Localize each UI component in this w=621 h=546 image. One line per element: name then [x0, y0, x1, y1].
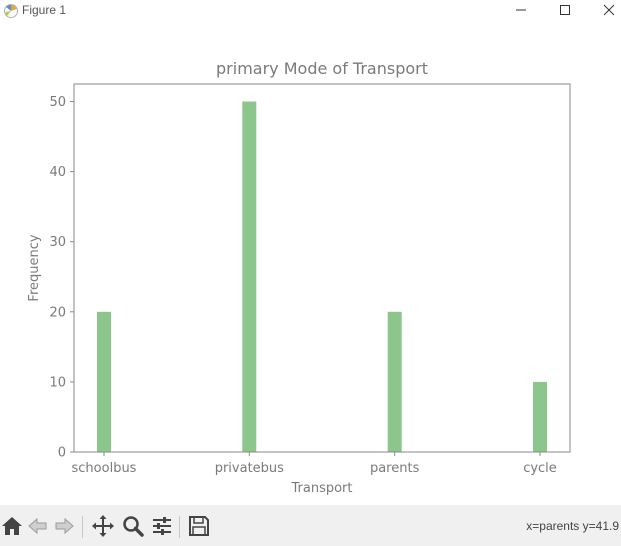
home-button[interactable] — [0, 514, 26, 540]
bar-parents — [387, 311, 402, 452]
y-tick-label: 40 — [49, 165, 66, 180]
close-button[interactable] — [586, 0, 621, 22]
save-icon — [189, 516, 209, 536]
minimize-button[interactable] — [498, 0, 544, 22]
toolbar-separator — [82, 516, 83, 538]
bar-cycle — [533, 381, 547, 452]
pan-button[interactable] — [91, 514, 117, 540]
navigation-toolbar: x=parents y=41.9 — [0, 505, 621, 546]
x-axis-label: Transport — [290, 481, 352, 496]
window-title: Figure 1 — [22, 3, 67, 17]
y-tick-label: 20 — [49, 305, 66, 320]
x-tick-label: privatebus — [215, 461, 284, 476]
zoom-button[interactable] — [121, 514, 147, 540]
back-button[interactable] — [26, 514, 52, 540]
axes-frame — [73, 83, 571, 453]
pan-icon — [92, 515, 114, 537]
matplotlib-app-icon — [3, 3, 19, 19]
title-bar: Figure 1 — [0, 0, 621, 22]
y-tick-label: 10 — [49, 375, 66, 390]
forward-button[interactable] — [52, 514, 78, 540]
home-icon — [2, 517, 22, 535]
toolbar-separator — [179, 516, 180, 538]
back-icon — [28, 517, 47, 535]
forward-icon — [55, 517, 74, 535]
y-tick-label: 50 — [49, 95, 66, 110]
y-axis-label: Frequency — [27, 234, 42, 301]
minimize-icon — [516, 9, 526, 11]
bar-chart: primary Mode of Transport 0 10 20 30 40 50 sc… — [27, 59, 571, 496]
bar-privatebus — [242, 101, 257, 452]
x-tick-label: parents — [370, 461, 420, 476]
maximize-button[interactable] — [542, 0, 588, 22]
maximize-icon — [560, 5, 570, 15]
x-tick-label: cycle — [523, 461, 557, 476]
cursor-coordinates: x=parents y=41.9 — [526, 519, 619, 533]
figure-canvas[interactable]: primary Mode of Transport 0 10 20 30 40 50 sc… — [0, 22, 621, 505]
configure-subplots-icon — [153, 517, 171, 535]
y-tick-label: 30 — [49, 235, 66, 250]
close-icon — [603, 4, 615, 16]
save-button[interactable] — [187, 514, 213, 540]
chart-title: primary Mode of Transport — [216, 59, 428, 78]
bar-schoolbus — [97, 311, 111, 452]
y-tick-label: 0 — [58, 446, 66, 461]
zoom-icon — [123, 516, 144, 537]
x-tick-label: schoolbus — [72, 461, 137, 476]
configure-subplots-button[interactable] — [150, 514, 176, 540]
